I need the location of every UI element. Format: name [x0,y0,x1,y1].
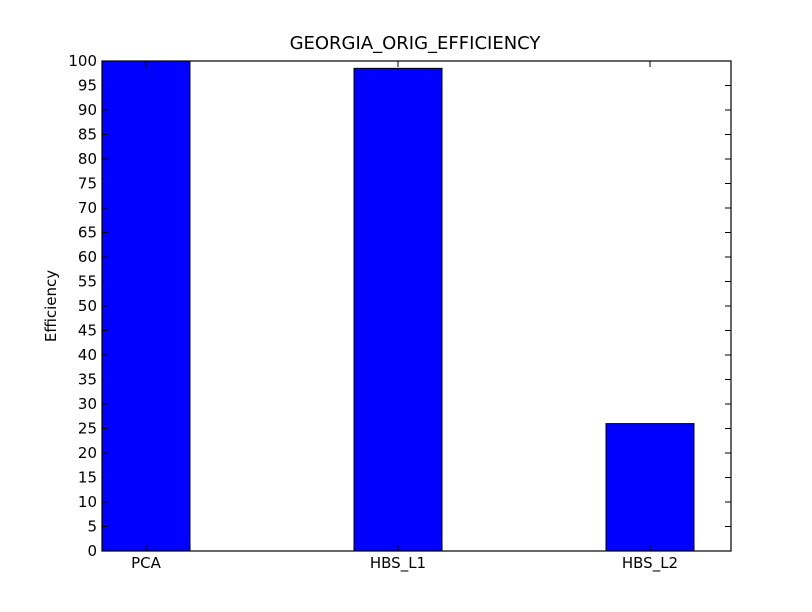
y-tick-label: 90 [78,101,97,119]
bar-hbs-l2 [605,423,695,552]
y-tick-label: 40 [78,346,97,364]
y-tick-label: 95 [78,77,97,95]
y-tick-label: 55 [78,273,97,291]
bars-group [101,60,695,552]
x-tick-label: PCA [131,554,162,572]
x-tick-labels-group: PCA HBS_L1 HBS_L2 [131,554,678,573]
y-tick-label: 35 [78,371,97,389]
y-tick-label: 50 [78,297,97,315]
chart-title: GEORGIA_ORIG_EFFICIENCY [290,33,542,54]
y-tick-label: 85 [78,126,97,144]
y-tick-label: 65 [78,224,97,242]
y-tick-labels-group: 0 5 10 15 20 25 30 35 40 45 50 55 60 65 70 75 80 85 90 95 10… [68,52,97,560]
y-tick-label: 45 [78,322,97,340]
y-tick-label: 60 [78,248,97,266]
x-tick-label: HBS_L1 [370,554,426,573]
y-tick-label: 5 [87,518,97,536]
y-tick-label: 20 [78,444,97,462]
bar-pca [101,60,191,552]
y-tick-label: 15 [78,469,97,487]
y-axis-label: Efficiency [42,270,60,342]
plot-frame [101,60,732,552]
y-tick-label: 25 [78,420,97,438]
bar-hbs-l1 [353,67,443,552]
x-tick-label: HBS_L2 [622,554,678,573]
y-tick-label: 30 [78,395,97,413]
y-tick-label: 100 [68,52,97,70]
y-tick-label: 0 [87,542,97,560]
y-tick-label: 70 [78,199,97,217]
y-tick-label: 80 [78,150,97,168]
y-tick-label: 10 [78,493,97,511]
y-tick-label: 75 [78,175,97,193]
